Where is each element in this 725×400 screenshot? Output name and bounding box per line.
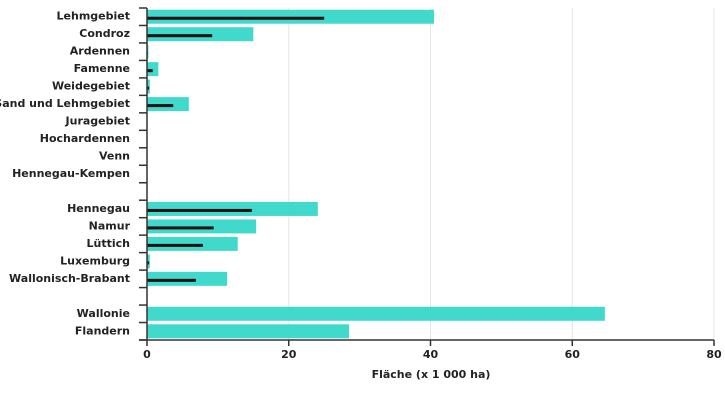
bar: [147, 226, 214, 230]
y-tick-label: Lehmgebiet: [57, 10, 130, 23]
bar: [147, 261, 150, 265]
y-tick-label: Juragebiet: [65, 115, 130, 128]
x-tick-label: 20: [281, 348, 297, 361]
y-tick-label: Venn: [99, 150, 130, 163]
y-tick-label: Flandern: [75, 324, 130, 337]
y-tick-label: Wallonie: [77, 307, 130, 320]
x-tick-label: 0: [143, 348, 151, 361]
bar: [147, 306, 605, 321]
y-tick-label: Lüttich: [87, 237, 130, 250]
y-tick-label: Famenne: [74, 62, 130, 75]
bar: [147, 69, 153, 73]
bar: [147, 243, 203, 247]
bar: [147, 104, 174, 108]
y-tick-label: Ardennen: [70, 45, 130, 58]
y-tick-label: Luxemburg: [60, 254, 130, 267]
y-tick-label: Namur: [89, 219, 131, 232]
y-tick-label: Wallonisch-Brabant: [9, 272, 130, 285]
bar: [147, 208, 252, 212]
bar: [147, 324, 349, 339]
bar: [147, 34, 213, 38]
x-axis-label: Fläche (x 1 000 ha): [372, 368, 491, 381]
bar: [147, 86, 150, 90]
y-tick-label: Hennegau: [67, 202, 130, 215]
x-tick-label: 80: [706, 348, 722, 361]
bar: [147, 16, 325, 20]
y-tick-label: Hennegau-Kempen: [12, 167, 130, 180]
y-tick-label: Sand und Lehmgebiet: [0, 97, 130, 110]
y-tick-label: Hochardennen: [40, 132, 130, 145]
x-tick-label: 40: [423, 348, 439, 361]
x-tick-label: 60: [565, 348, 581, 361]
y-tick-label: Weidegebiet: [52, 80, 130, 93]
y-tick-label: Condroz: [79, 27, 130, 40]
bar: [147, 278, 196, 282]
